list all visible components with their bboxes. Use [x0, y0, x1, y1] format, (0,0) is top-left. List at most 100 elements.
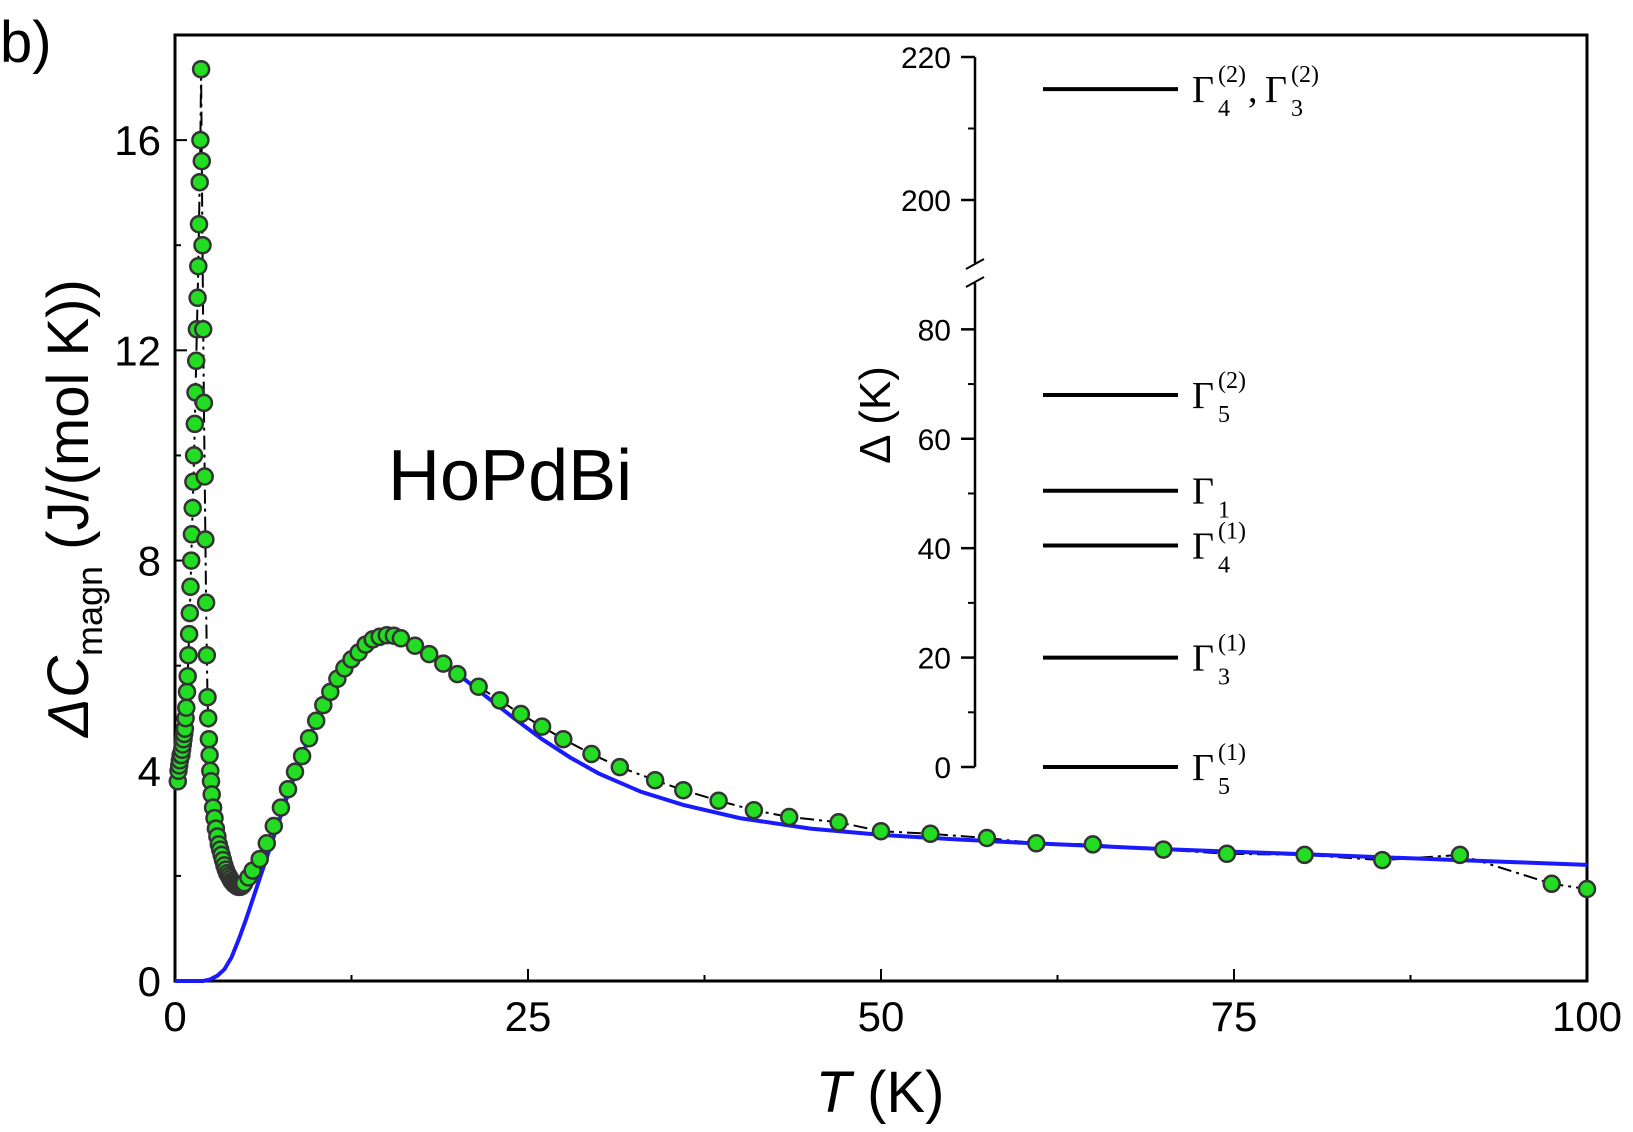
data-point [177, 698, 196, 717]
data-point [196, 530, 215, 549]
inset-y-tick-label: 200 [901, 185, 951, 218]
inset-y-tick-label: 80 [918, 314, 951, 347]
x-axis-title-var: T [816, 1060, 855, 1125]
level-subscript: 4 [1218, 96, 1230, 122]
data-point [744, 800, 764, 820]
y-tick-label: 16 [114, 117, 161, 164]
data-point [200, 745, 219, 765]
data-point [179, 645, 198, 665]
data-point [419, 644, 439, 664]
data-point [184, 446, 204, 465]
data-point [278, 779, 298, 799]
inset-y-tick-label: 20 [918, 643, 951, 676]
data-point [1027, 834, 1046, 853]
data-point [1577, 879, 1597, 899]
data-point [610, 757, 630, 777]
data-point [1295, 845, 1314, 865]
level-superscript: (2) [1218, 368, 1246, 394]
data-point [709, 791, 728, 810]
data-point [977, 828, 997, 848]
data-point [554, 729, 573, 749]
data-point [582, 744, 601, 764]
data-point [179, 624, 199, 644]
level-symbol: Γ [1192, 525, 1214, 567]
level-subscript: 4 [1218, 552, 1230, 578]
y-axis-title-unit: (J/(mol K)) [36, 279, 101, 566]
energy-level-label: Γ (1) 4 [1192, 518, 1246, 578]
level-subscript: 5 [1218, 402, 1230, 428]
data-point [1154, 840, 1173, 859]
level-subscript: 1 [1218, 498, 1230, 524]
x-tick-label: 75 [1211, 993, 1258, 1040]
data-point [197, 645, 217, 665]
data-point [645, 770, 665, 790]
data-point [299, 728, 319, 748]
data-point [469, 677, 488, 696]
data-point [191, 130, 210, 150]
data-point [306, 711, 326, 731]
level-superscript: (2) [1291, 62, 1319, 88]
data-point [285, 762, 305, 782]
data-point [178, 666, 197, 686]
data-point [511, 704, 531, 724]
level-superscript: (2) [1218, 62, 1246, 88]
data-point [250, 849, 269, 869]
data-point [193, 320, 213, 339]
energy-level-label: Γ (2) 5 [1192, 368, 1246, 428]
data-point [180, 603, 200, 623]
x-tick-label: 100 [1552, 993, 1622, 1040]
y-axis-title-var: ΔC [36, 655, 101, 739]
data-point [271, 798, 291, 817]
data-point [1542, 874, 1561, 894]
data-point [183, 498, 202, 518]
data-point [185, 414, 205, 434]
level-symbol: Γ [1265, 69, 1287, 111]
data-point [186, 351, 206, 371]
data-point [198, 708, 218, 728]
data-point [674, 780, 693, 800]
data-point [264, 816, 284, 836]
inset-axis-break-mark [965, 276, 985, 288]
data-point [181, 577, 200, 597]
energy-level-label: Γ (1) 5 [1192, 740, 1246, 800]
data-point [448, 664, 467, 684]
level-symbol: Γ [1192, 747, 1214, 789]
y-tick-label: 12 [114, 327, 161, 374]
y-tick-label: 4 [138, 748, 161, 795]
inset-y-tick-label: 0 [934, 752, 951, 785]
data-point [193, 235, 212, 255]
data-point [188, 288, 207, 308]
data-point [490, 691, 510, 710]
data-point [292, 746, 312, 766]
y-tick-label: 0 [138, 958, 161, 1005]
data-point [1373, 850, 1392, 870]
level-symbol: Γ [1192, 375, 1214, 417]
data-point [196, 593, 216, 612]
level-subscript: 3 [1218, 665, 1230, 691]
level-superscript: (1) [1218, 518, 1246, 544]
energy-level-label: Γ (2) 4, Γ (2) 3 [1192, 62, 1319, 122]
level-subscript: 3 [1291, 96, 1303, 122]
level-symbol: Γ [1192, 638, 1214, 680]
energy-level-label: Γ (1) 3 [1192, 631, 1246, 691]
data-point [189, 214, 209, 234]
inset-y-tick-label: 60 [918, 424, 951, 457]
fit-line [175, 632, 1588, 983]
x-tick-label: 50 [858, 993, 905, 1040]
data-point [405, 636, 425, 655]
inset-axis-break-mark [965, 258, 985, 270]
y-axis-title: ΔCmagn (J/(mol K)) [36, 279, 110, 739]
data-point [829, 813, 848, 832]
data-point [194, 393, 214, 413]
data-point [871, 821, 891, 841]
panel-label: b) [0, 10, 52, 75]
data-point [181, 551, 201, 570]
y-axis-title-sub: magn [69, 566, 110, 656]
data-point [1217, 844, 1237, 864]
level-subscript: 5 [1218, 774, 1230, 800]
data-point [190, 172, 209, 192]
data-point [177, 682, 197, 702]
